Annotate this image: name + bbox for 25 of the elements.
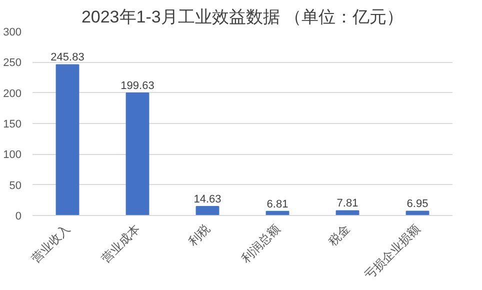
y-tick-label: 0 [15,210,22,222]
y-tick-label: 250 [3,57,22,70]
bar [406,210,430,216]
bar [126,92,150,216]
chart-title: 2023年1-3月工业效益数据 （单位：亿元） [81,8,404,26]
data-label: 6.95 [406,198,428,210]
bar [56,64,80,216]
y-tick-label: 50 [9,180,22,192]
data-label: 199.63 [120,80,154,92]
y-tick-label: 200 [3,88,22,100]
x-tick-label: 利税 [186,222,212,248]
y-tick-label: 150 [3,118,22,130]
y-tick-label: 300 [3,26,22,38]
data-label: 7.81 [336,198,358,210]
x-tick-label: 亏损企业损额 [362,222,422,282]
data-label: 6.81 [266,198,288,210]
bar [336,210,360,216]
data-label: 245.83 [50,52,84,64]
x-tick-label: 营业收入 [28,222,72,266]
x-tick-label: 营业成本 [98,222,142,266]
x-tick-label: 税金 [326,222,352,248]
bar [196,206,220,216]
y-tick-label: 100 [3,149,22,162]
data-label: 14.63 [194,194,222,206]
x-tick-label: 利润总额 [238,222,282,266]
